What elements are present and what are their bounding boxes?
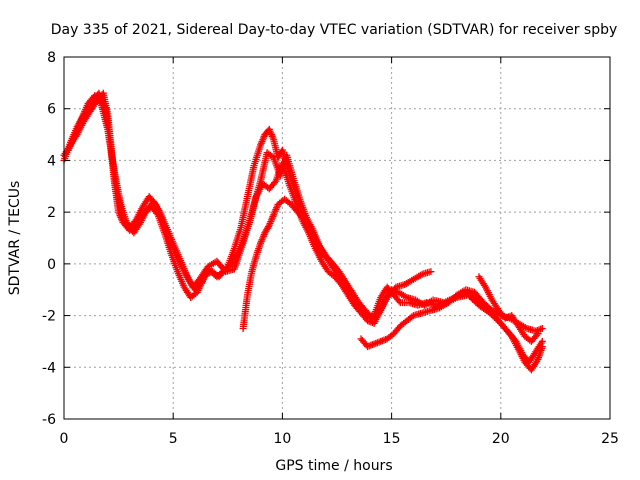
chart-title: Day 335 of 2021, Sidereal Day-to-day VTE… — [51, 22, 618, 38]
x-tick-label: 20 — [492, 431, 510, 447]
plus-marker — [427, 268, 435, 276]
axis-ticks: 0 5 10 15 20 25 -6 -4 -2 0 2 4 6 8 — [42, 50, 619, 447]
plus-marker — [538, 325, 546, 332]
y-tick-label: 4 — [47, 153, 56, 169]
plus-marker — [534, 330, 542, 338]
plus-marker — [538, 337, 546, 345]
y-tick-label: 0 — [47, 257, 56, 273]
x-tick-label: 0 — [60, 431, 69, 447]
data-points — [60, 89, 546, 374]
x-tick-label: 10 — [273, 431, 291, 447]
plus-marker — [395, 297, 403, 305]
y-tick-label: 2 — [47, 205, 56, 221]
x-tick-label: 15 — [383, 431, 401, 447]
plus-marker — [359, 306, 367, 314]
plus-marker — [264, 223, 272, 231]
series-trace — [357, 286, 546, 351]
y-tick-label: 8 — [47, 50, 56, 66]
y-tick-label: -6 — [42, 412, 56, 428]
series-trace — [239, 195, 367, 332]
y-tick-label: 6 — [47, 102, 56, 118]
x-tick-label: 5 — [169, 431, 178, 447]
plus-marker — [358, 305, 366, 313]
series-trace — [475, 273, 542, 345]
y-tick-label: -2 — [42, 309, 56, 325]
x-tick-label: 25 — [601, 431, 619, 447]
plot-border — [63, 56, 611, 420]
plus-marker — [533, 331, 541, 339]
plus-marker — [271, 179, 279, 187]
x-axis-label: GPS time / hours — [275, 458, 392, 474]
y-tick-label: -4 — [42, 360, 56, 376]
y-axis-label: SDTVAR / TECUs — [7, 181, 23, 296]
